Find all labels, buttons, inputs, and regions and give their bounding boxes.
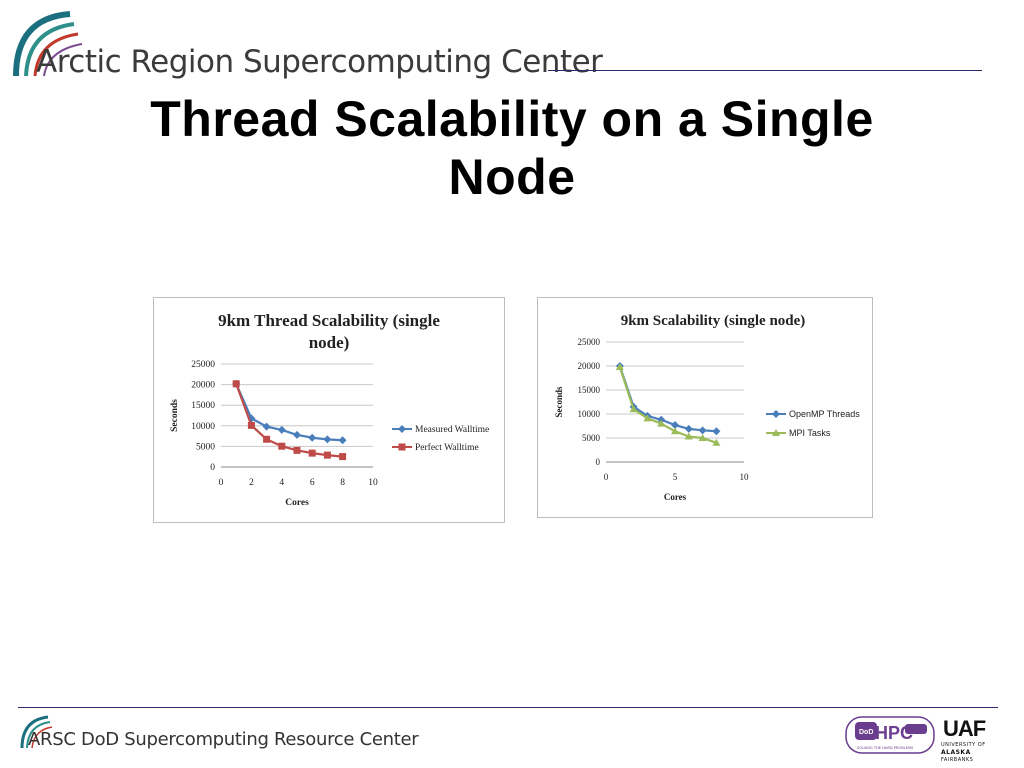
chart1-y-tick-label: 20000 [191, 381, 215, 391]
chart1-data-point [247, 421, 255, 429]
hpc-logo-icon: DoD HPC SOLVING THE HARD PROBLEMS [845, 716, 935, 754]
slide-title: Thread Scalability on a Single Node [40, 90, 984, 206]
chart1-series-line-1 [235, 383, 343, 442]
chart1-data-point [323, 451, 331, 459]
chart2-legend-label-1: OpenMP Threads [789, 409, 860, 419]
chart1-data-point [323, 435, 332, 444]
chart1-data-point [308, 449, 316, 457]
uaf-logo: UAF UNIVERSITY OF ALASKA FAIRBANKS [941, 716, 993, 764]
chart2-data-point [629, 405, 638, 413]
chart2-legend-marker-1 [772, 410, 780, 418]
chart1-y-tick-label: 15000 [191, 401, 215, 411]
chart2-data-point [671, 427, 679, 435]
chart1-y-tick-label: 25000 [191, 360, 215, 370]
svg-text:DoD: DoD [859, 729, 873, 736]
chart1-legend-label-1: Measured Walltime [415, 425, 489, 435]
slide-title-line-2: Node [448, 149, 576, 205]
chart2-data-point [698, 434, 707, 441]
header-divider [548, 70, 982, 71]
chart2-title-line-1: 9km Scalability (single node) [621, 313, 806, 329]
chart2-y-tick-label: 10000 [578, 409, 601, 419]
organization-name: Arctic Region Supercomputing Center [36, 44, 603, 80]
chart2-x-axis-label: Cores [664, 492, 687, 502]
uaf-logo-text: UAF [943, 716, 986, 741]
chart2-data-point [712, 438, 721, 446]
chart2-y-tick-label: 25000 [578, 337, 601, 347]
chart1-x-tick-label: 0 [219, 478, 224, 488]
chart1-y-axis-label: Seconds [170, 399, 180, 432]
thread-scalability-chart: 9km Thread Scalability (single node) 0 5000… [153, 297, 505, 523]
arsc-logo-icon [13, 11, 83, 77]
chart1-title-line-1: 9km Thread Scalability (single [218, 311, 440, 330]
uaf-logo-line-1: UNIVERSITY OF [941, 742, 986, 748]
chart2-y-tick-label: 20000 [578, 361, 601, 371]
chart2-data-point [698, 426, 707, 435]
slide-title-line-1: Thread Scalability on a Single [150, 91, 874, 147]
chart1-legend-marker-1 [398, 425, 406, 433]
chart2-y-tick-label: 15000 [578, 385, 601, 395]
chart1-legend-label-2: Perfect Walltime [415, 442, 479, 453]
chart1-data-point [232, 380, 240, 388]
chart1-data-point [308, 433, 317, 442]
chart2-data-point [712, 427, 721, 436]
chart2-x-tick-label: 5 [673, 472, 678, 482]
chart1-legend-marker-2 [398, 443, 406, 451]
chart1-x-axis-label: Cores [285, 498, 309, 508]
chart2-data-point [671, 421, 679, 430]
scalability-chart-svg: 9km Scalability (single node) 0 5000 10000 1… [554, 313, 860, 502]
chart2-data-point [657, 419, 666, 427]
hpc-logo-tagline: SOLVING THE HARD PROBLEMS [857, 746, 914, 750]
thread-scalability-chart-svg: 9km Thread Scalability (single node) 0 5000… [170, 311, 489, 508]
chart1-data-point [293, 446, 301, 454]
chart2-y-axis-label: Seconds [554, 386, 564, 418]
chart2-y-tick-label: 5000 [582, 433, 601, 443]
chart1-data-point [277, 425, 286, 434]
chart1-y-tick-label: 5000 [196, 442, 215, 452]
chart2-legend-marker-2 [772, 429, 780, 436]
chart1-x-tick-label: 6 [310, 478, 315, 488]
hpc-logo-text: HPC [875, 723, 913, 743]
chart2-data-point [643, 414, 652, 422]
arsc-small-logo-icon [20, 715, 53, 749]
footer-divider [18, 707, 998, 708]
uaf-logo-line-3: FAIRBANKS [941, 757, 974, 763]
chart1-x-tick-label: 4 [279, 478, 284, 488]
chart1-data-point [247, 414, 256, 423]
chart1-data-point [263, 435, 271, 443]
chart1-data-point [278, 442, 286, 450]
chart2-data-point [615, 362, 624, 370]
chart1-data-point [262, 422, 271, 431]
chart1-y-tick-label: 0 [210, 463, 215, 473]
chart1-y-tick-label: 10000 [191, 422, 215, 432]
footer-center-name: ARSC DoD Supercomputing Resource Center [28, 729, 419, 750]
chart1-x-tick-label: 10 [368, 478, 378, 488]
chart2-y-tick-label: 0 [596, 457, 601, 467]
chart2-legend-label-2: MPI Tasks [789, 428, 831, 438]
chart2-x-tick-label: 10 [740, 472, 750, 482]
chart1-x-tick-label: 2 [249, 478, 254, 488]
uaf-logo-line-2: ALASKA [941, 749, 971, 756]
chart2-data-point [684, 432, 693, 440]
scalability-chart: 9km Scalability (single node) 0 5000 10000 1… [537, 297, 873, 518]
chart1-title-line-2: node) [309, 333, 350, 352]
chart2-series-line-1 [618, 365, 717, 433]
chart1-data-point [338, 436, 347, 445]
chart1-data-point [293, 430, 301, 439]
chart2-data-point [684, 424, 693, 433]
chart2-x-tick-label: 0 [604, 472, 609, 482]
chart1-data-point [339, 453, 347, 461]
chart1-x-tick-label: 8 [340, 478, 345, 488]
